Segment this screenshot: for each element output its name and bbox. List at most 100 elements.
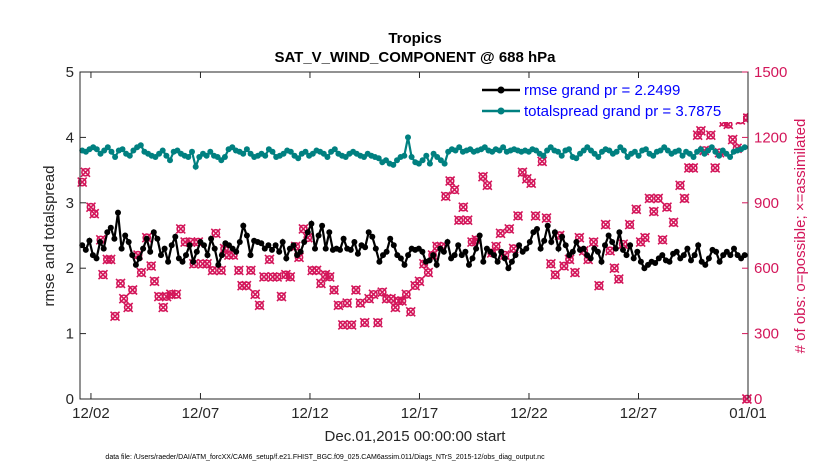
x-tick-label: 12/22 [510,405,548,422]
totalspread-point [104,144,111,151]
obs-count-point [491,241,502,252]
rmse-point [559,233,566,240]
rmse-point [713,248,720,255]
totalspread-point [401,152,408,159]
rmse-point [612,245,619,252]
x-tick-label: 12/27 [620,405,658,422]
right-y-tick-label: 1500 [754,64,787,81]
obs-count-point [477,171,489,182]
obs-count-point [679,193,690,204]
totalspread-point [635,152,642,159]
rmse-point [526,239,533,245]
obs-count-point [675,180,686,191]
obs-count-point [600,219,611,230]
obs-count-point [588,236,599,248]
obs-count-point [526,178,537,189]
obs-count-point [285,271,296,282]
obs-count-point [705,130,716,141]
obs-count-point [458,202,469,213]
rmse-point [179,258,186,265]
obs-count-point [175,223,186,235]
rmse-point [562,242,569,249]
obs-count-point [272,271,283,282]
rmse-point [551,229,558,236]
totalspread-point [642,146,649,153]
rmse-point [455,242,462,249]
rmse-point [136,255,143,262]
obs-count-point [276,291,287,302]
obs-count-point [648,206,659,217]
totalspread-point [595,154,602,160]
rmse-point [419,248,426,255]
rmse-point [494,258,501,265]
rmse-point [505,265,512,272]
rmse-point [322,245,329,252]
obs-count-point [89,208,100,219]
rmse-point [297,248,304,255]
obs-count-point [449,184,460,195]
rmse-point [258,240,265,247]
x-tick-label: 12/02 [72,405,110,422]
rmse-point [215,261,222,268]
obs-count-point [440,191,451,202]
totalspread-point [207,148,214,155]
rmse-point [265,242,272,249]
rmse-point [204,252,211,259]
obs-count-point [545,258,556,269]
rmse-point [154,235,161,242]
rmse-point [211,245,218,252]
rmse-point [147,248,154,255]
obs-count-point [146,260,157,272]
totalspread-point [390,161,397,168]
rmse-point [376,258,383,265]
legend: rmse grand pr = 2.2499 totalspread grand… [475,78,743,122]
rmse-point [544,222,551,229]
rmse-point [165,258,172,265]
rmse-point [652,260,659,266]
obs-count-point [250,289,261,300]
obs-count-point [695,125,706,136]
obs-count-point [594,280,605,291]
x-tick-label: 12/07 [182,405,220,422]
obs-count-point [136,267,147,278]
rmse-point [397,255,404,262]
totalspread-point [189,148,195,155]
rmse-point [132,261,139,268]
rmse-point [247,252,254,259]
obs-count-point [324,271,335,282]
obs-count-point [77,177,88,188]
rmse-point [312,245,318,252]
obs-count-point [333,300,344,311]
obs-count-point [346,319,357,330]
obs-count-point [233,265,244,276]
totalspread-point [675,147,682,154]
totalspread-point [137,142,144,149]
rmse-point [383,248,390,255]
right-y-axis-label: # of obs: o=possible; ×=assimilated [792,119,809,354]
totalspread-point [558,152,565,159]
rmse-point [440,248,447,255]
obs-count-point [127,284,138,296]
rmse-point [172,233,179,240]
totalspread-point [262,152,269,159]
obs-count-point [328,284,340,296]
obs-count-point [639,232,651,243]
totalspread-point [679,152,686,159]
rmse-point [340,235,347,242]
obs-count-point [377,287,388,298]
totalspread-point [697,146,704,153]
obs-count-point [171,289,182,300]
x-tick-label: 12/17 [401,405,439,422]
rmse-point [741,252,748,259]
totalspread-point [441,160,448,167]
obs-count-point [368,289,379,300]
rmse-point [684,245,691,252]
rmse-point [473,245,480,252]
rmse-point [86,237,93,244]
obs-count-point [688,162,699,173]
obs-count-point [385,293,397,304]
rmse-point [688,257,694,264]
rmse-point [548,239,555,245]
rmse-point [279,239,286,245]
